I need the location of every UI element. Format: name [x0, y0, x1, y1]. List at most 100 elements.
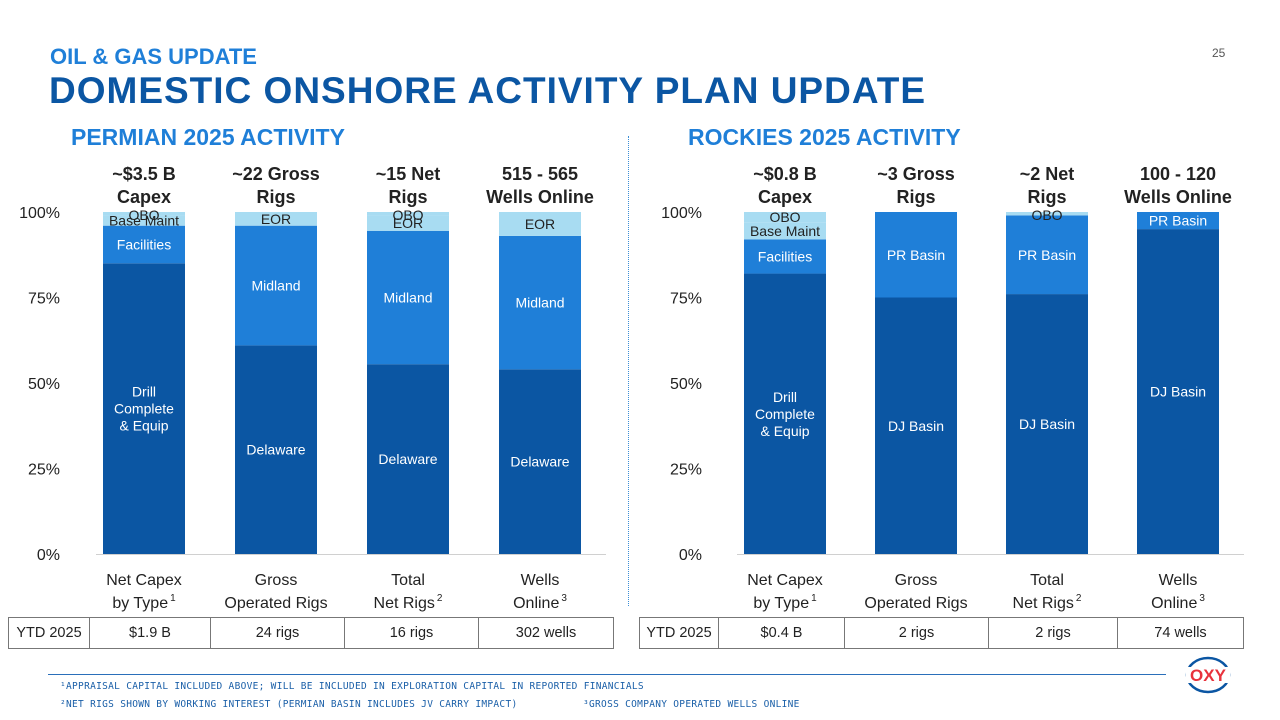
permian-y-tick-label: 25%: [28, 462, 60, 479]
rockies-chart-title: ROCKIES 2025 ACTIVITY: [688, 124, 961, 150]
rockies-bar-header: Rigs: [1027, 187, 1066, 207]
rockies-category-label: Net Capex: [747, 572, 823, 589]
permian-bar-segment: [499, 369, 581, 554]
rockies-bar-segment: [744, 239, 826, 274]
permian-bar-segment: [103, 263, 185, 554]
table-row: YTD 2025 $0.4 B 2 rigs 2 rigs 74 wells: [639, 617, 1244, 649]
rockies-segment-label: Drill: [773, 389, 797, 405]
ytd-gross-rigs-cell: 2 rigs: [844, 617, 989, 649]
rockies-bar-segment: [744, 222, 826, 240]
permian-y-tick-label: 100%: [19, 205, 60, 222]
permian-segment-label: Complete: [114, 401, 174, 417]
footnote-3: ³GROSS COMPANY OPERATED WELLS ONLINE: [583, 699, 800, 710]
rockies-bar-segment: [1137, 212, 1219, 230]
permian-bar-segment: [367, 212, 449, 216]
permian-bar-segment: [367, 364, 449, 554]
permian-bar-header: Capex: [117, 187, 171, 207]
permian-segment-label: Delaware: [510, 454, 569, 470]
permian-bar-header: Rigs: [256, 187, 295, 207]
rockies-bar-segment: [1006, 212, 1088, 216]
rockies-category-label: Online 3: [1151, 593, 1205, 612]
permian-segment-label: OBO: [128, 207, 159, 223]
permian-segment-label: Delaware: [378, 451, 437, 467]
rockies-segment-label: PR Basin: [887, 247, 945, 263]
permian-bar-header: Rigs: [388, 187, 427, 207]
ytd-label: YTD 2025: [639, 617, 719, 649]
ytd-gross-rigs-cell: 24 rigs: [210, 617, 345, 649]
permian-y-tick-label: 75%: [28, 291, 60, 308]
rockies-bar-header: 100 - 120: [1140, 164, 1216, 184]
footer-rule: [48, 674, 1166, 675]
ytd-capex-cell: $1.9 B: [89, 617, 211, 649]
permian-category-label: Operated Rigs: [224, 595, 327, 612]
permian-category-footnote-ref: 1: [170, 593, 176, 604]
rockies-bar-segment: [1137, 229, 1219, 554]
table-row: YTD 2025 $1.9 B 24 rigs 16 rigs 302 well…: [8, 617, 614, 649]
rockies-category-label: Operated Rigs: [864, 595, 967, 612]
permian-segment-label: & Equip: [119, 418, 168, 434]
rockies-y-tick-label: 0%: [679, 547, 702, 564]
rockies-segment-label: PR Basin: [1018, 247, 1076, 263]
rockies-category-footnote-ref: 1: [811, 593, 817, 604]
permian-category-label: Net Rigs 2: [374, 593, 443, 612]
rockies-category-label: Net Rigs 2: [1013, 593, 1082, 612]
permian-bar-segment: [367, 215, 449, 231]
permian-bar-segment: [103, 225, 185, 264]
rockies-segment-label: OBO: [1031, 207, 1062, 223]
rockies-bar-header: ~2 Net: [1020, 164, 1075, 184]
rockies-segment-label: Base Maint: [750, 223, 820, 239]
permian-category-label: Wells: [521, 572, 560, 589]
permian-category-label: Gross: [255, 572, 298, 589]
permian-category-footnote-ref: 3: [561, 593, 567, 604]
rockies-bar-segment: [1006, 215, 1088, 295]
rockies-segment-label: & Equip: [760, 423, 809, 439]
permian-category-label: by Type 1: [112, 593, 176, 612]
footnote-1: ¹APPRAISAL CAPITAL INCLUDED ABOVE; WILL …: [60, 681, 644, 692]
panel-divider: [628, 136, 629, 606]
rockies-bar-segment: [875, 212, 957, 298]
permian-segment-label: EOR: [393, 215, 423, 231]
rockies-ytd-table: YTD 2025 $0.4 B 2 rigs 2 rigs 74 wells: [639, 617, 1244, 649]
permian-bar-segment: [103, 212, 185, 216]
permian-bar-segment: [499, 235, 581, 370]
rockies-bar-header: Wells Online: [1124, 187, 1232, 207]
rockies-bar-segment: [744, 273, 826, 554]
permian-bar-header: Wells Online: [486, 187, 594, 207]
rockies-bar-segment: [875, 297, 957, 554]
ytd-net-rigs-cell: 2 rigs: [988, 617, 1118, 649]
permian-bar-segment: [235, 225, 317, 346]
permian-bar-segment: [103, 215, 185, 226]
permian-segment-label: OBO: [392, 207, 423, 223]
rockies-segment-label: OBO: [769, 209, 800, 225]
permian-category-label: Net Capex: [106, 572, 182, 589]
page-number: 25: [1212, 46, 1226, 60]
rockies-bar-header: Rigs: [896, 187, 935, 207]
permian-bar-header: ~15 Net: [376, 164, 441, 184]
rockies-category-label: Wells: [1159, 572, 1198, 589]
rockies-category-label: Total: [1030, 572, 1064, 589]
rockies-category-footnote-ref: 2: [1076, 593, 1082, 604]
permian-bar-header: ~$3.5 B: [112, 164, 176, 184]
permian-bar-segment: [367, 230, 449, 365]
rockies-bar-segment: [1006, 294, 1088, 554]
rockies-category-label: Gross: [895, 572, 938, 589]
permian-segment-label: Base Maint: [109, 213, 179, 229]
footnote-2: ²NET RIGS SHOWN BY WORKING INTEREST (PER…: [60, 699, 518, 710]
rockies-y-tick-label: 100%: [661, 205, 702, 222]
rockies-segment-label: DJ Basin: [1019, 416, 1075, 432]
rockies-bar-header: ~$0.8 B: [753, 164, 817, 184]
page-title: DOMESTIC ONSHORE ACTIVITY PLAN UPDATE: [49, 70, 927, 111]
permian-segment-label: EOR: [261, 211, 291, 227]
rockies-segment-label: PR Basin: [1149, 213, 1207, 229]
permian-segment-label: Midland: [383, 290, 432, 306]
rockies-y-tick-label: 75%: [670, 291, 702, 308]
rockies-segment-label: Complete: [755, 406, 815, 422]
permian-y-tick-label: 0%: [37, 547, 60, 564]
permian-segment-label: EOR: [525, 216, 555, 232]
permian-chart-title: PERMIAN 2025 ACTIVITY: [71, 124, 345, 150]
permian-bar-header: ~22 Gross: [232, 164, 320, 184]
permian-segment-label: Drill: [132, 384, 156, 400]
ytd-wells-cell: 74 wells: [1117, 617, 1244, 649]
rockies-y-tick-label: 25%: [670, 462, 702, 479]
